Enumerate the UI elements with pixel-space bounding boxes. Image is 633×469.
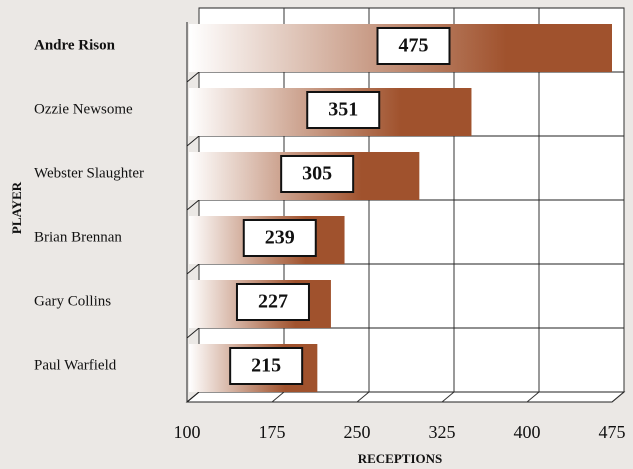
tick-mark xyxy=(271,391,285,403)
tick-mark xyxy=(611,391,625,403)
x-tick-label: 325 xyxy=(429,422,456,442)
tick-mark xyxy=(356,391,370,403)
x-tick-label: 475 xyxy=(599,422,626,442)
value-label: 305 xyxy=(302,163,332,185)
value-label: 475 xyxy=(399,35,429,57)
value-label-box xyxy=(280,155,355,193)
y-tick-label: Paul Warfield xyxy=(34,357,117,373)
x-tick-label: 175 xyxy=(259,422,286,442)
x-axis-label: RECEPTIONS xyxy=(358,451,443,466)
x-tick-label: 400 xyxy=(514,422,541,442)
y-tick-label: Gary Collins xyxy=(34,293,111,309)
value-label-box xyxy=(235,283,310,321)
value-label-box xyxy=(229,347,304,385)
tick-mark xyxy=(526,391,540,403)
value-label-box xyxy=(306,91,381,129)
value-label-box xyxy=(376,27,451,65)
tick-mark xyxy=(441,391,455,403)
y-tick-label: Webster Slaughter xyxy=(34,165,144,181)
floor xyxy=(185,391,626,403)
value-label: 215 xyxy=(251,355,281,377)
y-tick-label: Andre Rison xyxy=(34,37,116,53)
value-label: 351 xyxy=(328,99,358,121)
value-label: 239 xyxy=(265,227,295,249)
y-tick-label: Ozzie Newsome xyxy=(34,101,133,117)
y-tick-label: Brian Brennan xyxy=(34,229,122,245)
x-tick-label: 250 xyxy=(344,422,371,442)
y-axis-label: PLAYER xyxy=(9,181,24,234)
value-label: 227 xyxy=(258,291,288,313)
value-label-box xyxy=(242,219,317,257)
x-tick-label: 100 xyxy=(174,422,201,442)
